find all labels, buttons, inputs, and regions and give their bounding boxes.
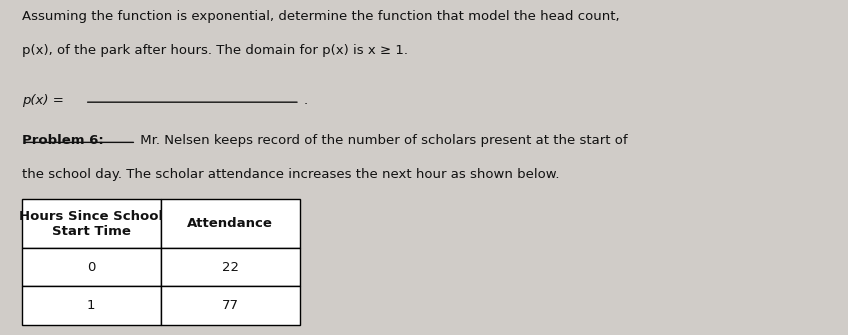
Text: Hours Since School
Start Time: Hours Since School Start Time [19,210,163,238]
Text: 0: 0 [87,261,95,274]
Text: Assuming the function is exponential, determine the function that model the head: Assuming the function is exponential, de… [21,10,619,23]
Text: 22: 22 [222,261,239,274]
Text: Attendance: Attendance [187,217,273,230]
Bar [161,199,300,248]
Text: Mr. Nelsen keeps record of the number of scholars present at the start of: Mr. Nelsen keeps record of the number of… [137,134,628,147]
Bar [21,199,161,248]
Text: Problem 6:: Problem 6: [21,134,103,147]
Bar [161,248,300,286]
Text: 1: 1 [86,299,95,312]
Bar [21,248,161,286]
Text: the school day. The scholar attendance increases the next hour as shown below.: the school day. The scholar attendance i… [21,168,559,181]
Text: .: . [304,94,308,107]
Bar [161,286,300,325]
Text: p(x) =: p(x) = [21,94,68,107]
Text: 77: 77 [222,299,239,312]
Bar [21,286,161,325]
Text: p(x), of the park after hours. The domain for p(x) is x ≥ 1.: p(x), of the park after hours. The domai… [21,44,408,57]
